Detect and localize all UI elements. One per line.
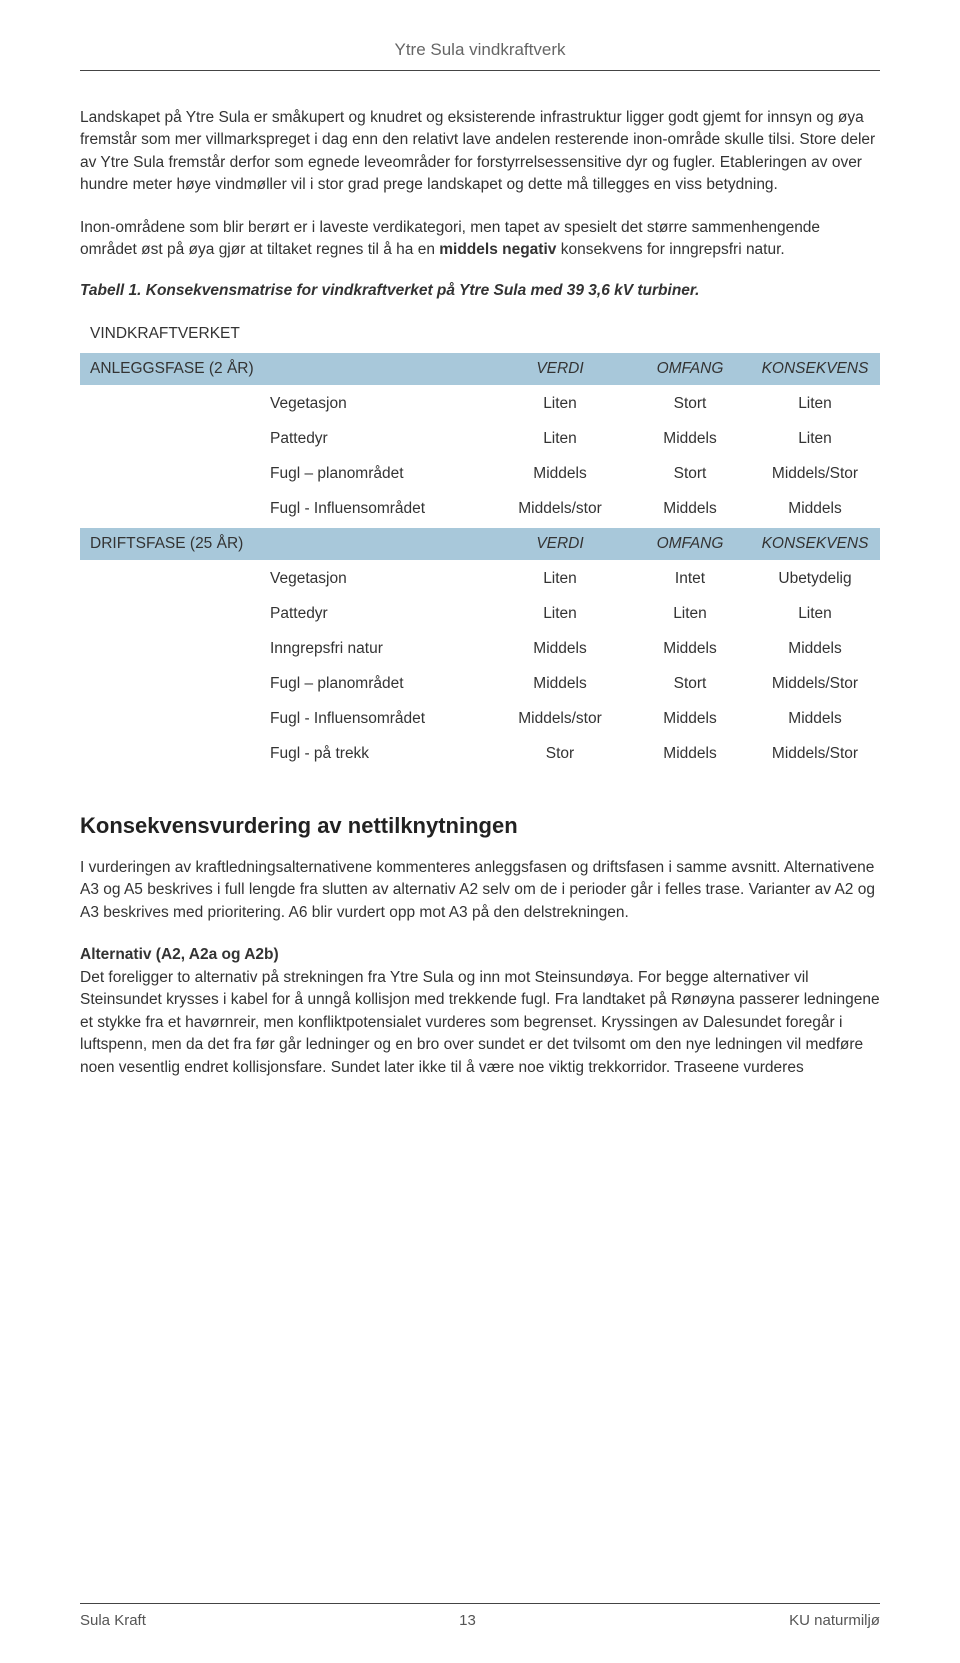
row-desc: Fugl - på trekk [260,736,490,771]
row-konsekvens: Middels [750,491,880,526]
row-desc: Inngrepsfri natur [260,631,490,666]
table-header-drift: DRIFTSFASE (25 ÅR) VERDI OMFANG KONSEKVE… [80,526,880,561]
col-omfang: OMFANG [630,351,750,386]
row-konsekvens: Middels [750,701,880,736]
row-desc: Fugl – planområdet [260,666,490,701]
table-row: Fugl - InfluensområdetMiddels/storMiddel… [80,701,880,736]
row-verdi: Middels [490,666,630,701]
col-verdi: VERDI [490,351,630,386]
row-verdi: Middels [490,631,630,666]
row-spacer [80,631,260,666]
row-omfang: Middels [630,701,750,736]
paragraph-4-block: Alternativ (A2, A2a og A2b) Det foreligg… [80,944,880,1079]
row-verdi: Liten [490,596,630,631]
row-omfang: Intet [630,561,750,596]
table-row: Fugl - InfluensområdetMiddels/storMiddel… [80,491,880,526]
row-omfang: Middels [630,421,750,456]
row-spacer [80,421,260,456]
row-konsekvens: Middels [750,631,880,666]
alt-heading: Alternativ (A2, A2a og A2b) [80,946,279,963]
row-konsekvens: Liten [750,596,880,631]
table-row: VegetasjonLitenStortLiten [80,386,880,421]
row-desc: Fugl - Influensområdet [260,701,490,736]
table-row: PattedyrLitenMiddelsLiten [80,421,880,456]
paragraph-3: I vurderingen av kraftledningsalternativ… [80,857,880,924]
row-konsekvens: Liten [750,421,880,456]
page: Ytre Sula vindkraftverk Landskapet på Yt… [0,0,960,1663]
row-spacer [80,596,260,631]
row-omfang: Liten [630,596,750,631]
row-konsekvens: Liten [750,386,880,421]
row-spacer [80,666,260,701]
row-spacer [80,456,260,491]
table-row: Fugl - på trekkStorMiddelsMiddels/Stor [80,736,880,771]
table-title: VINDKRAFTVERKET [80,318,880,352]
footer-row: Sula Kraft 13 KU naturmiljø [80,1612,880,1629]
row-omfang: Stort [630,386,750,421]
row-spacer [80,736,260,771]
row-omfang: Middels [630,736,750,771]
row-spacer [80,491,260,526]
table-row: Fugl – planområdetMiddelsStortMiddels/St… [80,666,880,701]
phase-label-drift: DRIFTSFASE (25 ÅR) [80,526,490,561]
row-spacer [80,701,260,736]
row-verdi: Liten [490,561,630,596]
col-konsekvens: KONSEKVENS [750,351,880,386]
row-omfang: Stort [630,666,750,701]
table-title-row: VINDKRAFTVERKET [80,318,880,352]
footer-left: Sula Kraft [80,1612,146,1629]
col-verdi-2: VERDI [490,526,630,561]
row-spacer [80,386,260,421]
header-rule [80,70,880,71]
footer-rule [80,1603,880,1604]
row-omfang: Middels [630,631,750,666]
row-verdi: Middels/stor [490,701,630,736]
section-heading: Konsekvensvurdering av nettilknytningen [80,813,880,839]
row-desc: Pattedyr [260,421,490,456]
paragraph-2c: konsekvens for inngrepsfri natur. [556,241,784,258]
paragraph-1: Landskapet på Ytre Sula er småkupert og … [80,107,880,197]
row-verdi: Middels [490,456,630,491]
paragraph-4: Det foreligger to alternativ på streknin… [80,969,880,1076]
row-verdi: Stor [490,736,630,771]
row-desc: Vegetasjon [260,386,490,421]
row-omfang: Middels [630,491,750,526]
paragraph-2: Inon-områdene som blir berørt er i laves… [80,217,880,262]
row-desc: Pattedyr [260,596,490,631]
row-spacer [80,561,260,596]
paragraph-2b: middels negativ [439,241,556,258]
phase-label-anlegg: ANLEGGSFASE (2 ÅR) [80,351,490,386]
footer-center: 13 [459,1612,476,1629]
page-footer: Sula Kraft 13 KU naturmiljø [80,1603,880,1629]
row-konsekvens: Middels/Stor [750,736,880,771]
table-caption: Tabell 1. Konsekvensmatrise for vindkraf… [80,282,880,300]
footer-right: KU naturmiljø [789,1612,880,1629]
row-desc: Fugl - Influensområdet [260,491,490,526]
row-desc: Fugl – planområdet [260,456,490,491]
table-row: PattedyrLitenLitenLiten [80,596,880,631]
row-desc: Vegetasjon [260,561,490,596]
row-konsekvens: Middels/Stor [750,456,880,491]
row-verdi: Middels/stor [490,491,630,526]
col-konsekvens-2: KONSEKVENS [750,526,880,561]
page-header-title: Ytre Sula vindkraftverk [80,40,880,60]
table-row: VegetasjonLitenIntetUbetydelig [80,561,880,596]
konsekvens-table: VINDKRAFTVERKET ANLEGGSFASE (2 ÅR) VERDI… [80,318,880,773]
row-omfang: Stort [630,456,750,491]
row-verdi: Liten [490,386,630,421]
row-konsekvens: Ubetydelig [750,561,880,596]
row-verdi: Liten [490,421,630,456]
row-konsekvens: Middels/Stor [750,666,880,701]
table-row: Inngrepsfri naturMiddelsMiddelsMiddels [80,631,880,666]
table-row: Fugl – planområdetMiddelsStortMiddels/St… [80,456,880,491]
table-header-anlegg: ANLEGGSFASE (2 ÅR) VERDI OMFANG KONSEKVE… [80,351,880,386]
col-omfang-2: OMFANG [630,526,750,561]
